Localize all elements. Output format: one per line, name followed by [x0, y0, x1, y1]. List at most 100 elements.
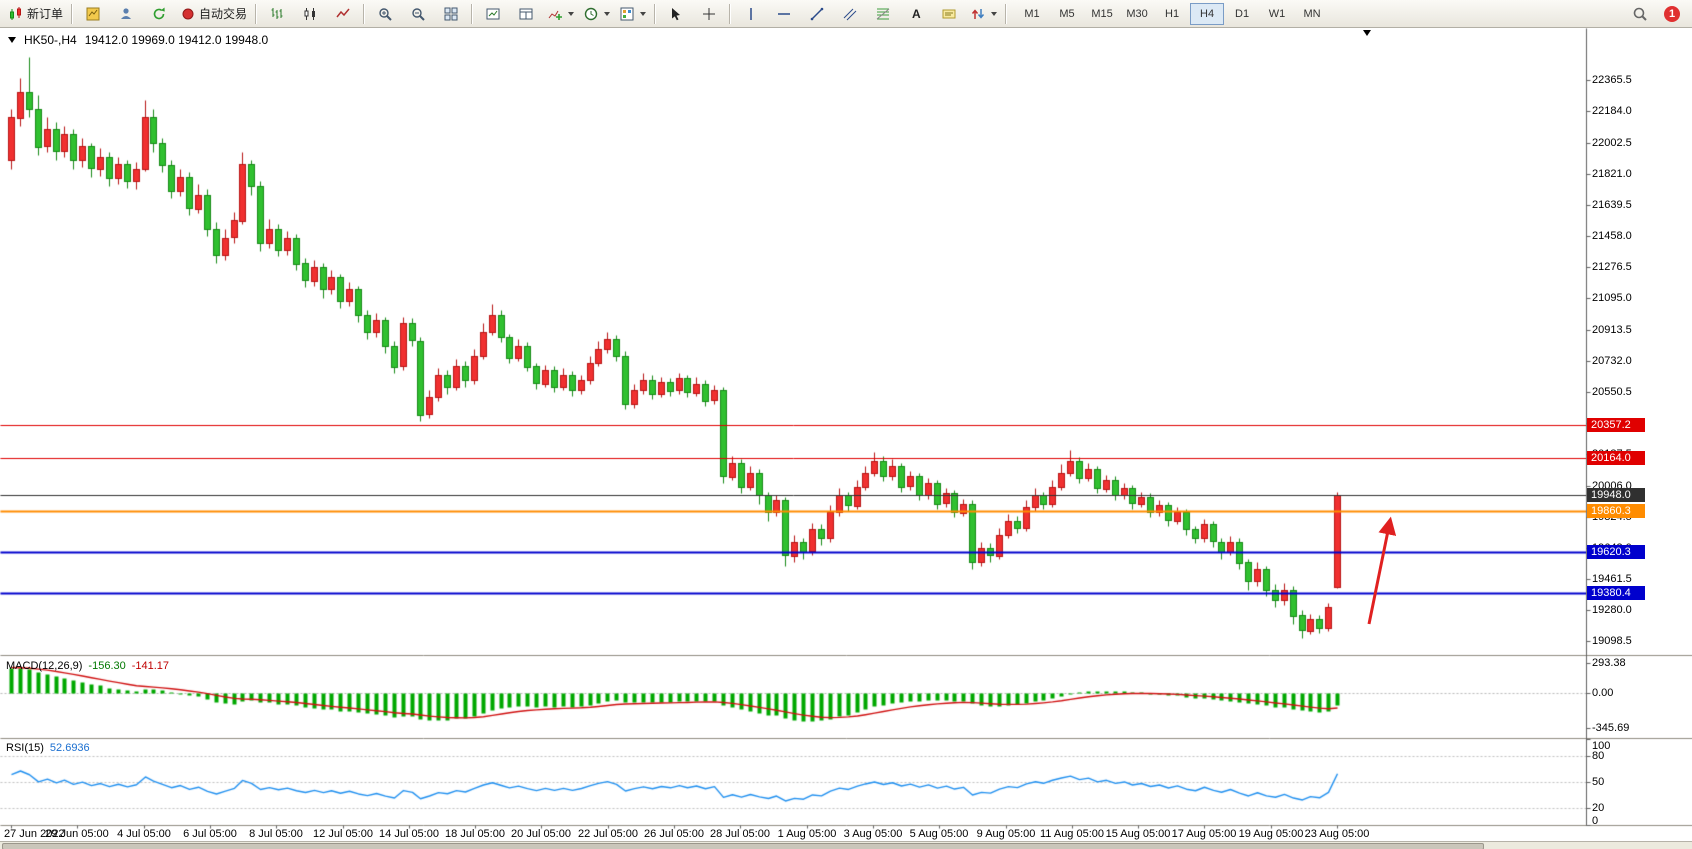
bar-chart-button[interactable] [261, 1, 293, 27]
cursor-button[interactable] [660, 1, 692, 27]
cursor-icon [668, 6, 684, 22]
indicators-icon [547, 6, 563, 22]
crosshair-button[interactable] [693, 1, 725, 27]
time-axis-label: 15 Aug 05:00 [1105, 828, 1171, 840]
price-axis-label: 21458.0 [1592, 230, 1632, 242]
svg-text:A: A [912, 7, 921, 21]
price-axis-label: 19461.5 [1592, 573, 1632, 585]
time-axis-label: 26 Jul 05:00 [644, 828, 704, 840]
price-axis-label: 21639.5 [1592, 199, 1632, 211]
candlestick-chart-icon [302, 6, 318, 22]
time-axis-label: 18 Jul 05:00 [445, 828, 505, 840]
chart-window: HK50-,H4 19412.0 19969.0 19412.0 19948.0… [0, 28, 1692, 849]
text-button[interactable]: A [900, 1, 932, 27]
zoom-out-button[interactable] [402, 1, 434, 27]
notification-badge[interactable]: 1 [1664, 5, 1680, 22]
line-chart-button[interactable] [327, 1, 359, 27]
fibonacci-button[interactable] [867, 1, 899, 27]
price-axis-label: 19280.0 [1592, 604, 1632, 616]
horizontal-line-button[interactable] [768, 1, 800, 27]
time-axis-label: 20 Jul 05:00 [511, 828, 571, 840]
autotrading-button[interactable]: 自动交易 [176, 1, 251, 27]
toolbar-separator [471, 3, 474, 24]
timeframe-button-h4[interactable]: H4 [1190, 2, 1225, 25]
autotrading-icon [180, 6, 196, 22]
label-button[interactable] [933, 1, 965, 27]
price-level-label-20164.0: 20164.0 [1587, 451, 1645, 465]
text-icon: A [908, 6, 924, 22]
expert-advisors-button[interactable] [477, 1, 509, 27]
periods-button[interactable] [579, 1, 614, 27]
fibonacci-icon [875, 6, 891, 22]
time-axis-label: 23 Aug 05:00 [1304, 828, 1370, 840]
timeframe-button-mn[interactable]: MN [1303, 7, 1321, 20]
scrollbar-thumb[interactable] [2, 843, 1484, 849]
arrows-button[interactable] [966, 1, 1001, 27]
price-axis-label: 21276.5 [1592, 261, 1632, 273]
rsi-indicator-label: RSI(15) 52.6936 [6, 742, 90, 754]
timeframe-button-d1[interactable]: D1 [1235, 7, 1250, 20]
macd-main-value: -156.30 [88, 660, 126, 672]
trendline-button[interactable] [801, 1, 833, 27]
rsi-axis-label: 80 [1592, 750, 1605, 762]
new-chart-icon [85, 6, 101, 22]
expert-advisors-icon [485, 6, 501, 22]
price-level-label-20357.2: 20357.2 [1587, 418, 1645, 432]
new-chart-button[interactable] [77, 1, 109, 27]
rsi-axis-label: 0 [1592, 815, 1599, 827]
toolbar-separator [255, 3, 258, 24]
horizontal-scrollbar[interactable] [0, 841, 1692, 849]
refresh-button[interactable] [143, 1, 175, 27]
time-axis-label: 5 Aug 05:00 [909, 828, 969, 840]
time-axis-label: 4 Jul 05:00 [117, 828, 171, 840]
new-order-icon [8, 6, 24, 22]
templates-button[interactable] [615, 1, 650, 27]
bid-price-label-19948.0: 19948.0 [1587, 488, 1645, 502]
profiles-icon [118, 6, 134, 22]
timeframe-button-m30[interactable]: M30 [1126, 7, 1148, 20]
arrows-icon [970, 6, 986, 22]
rsi-axis-label: 20 [1592, 802, 1605, 814]
timeframe-button-m1[interactable]: M1 [1024, 7, 1040, 20]
candlestick-chart-button[interactable] [294, 1, 326, 27]
symbol-dropdown-icon[interactable] [8, 37, 16, 43]
chart-shift-marker[interactable] [1363, 30, 1371, 36]
trend-arrow-annotation[interactable] [1350, 513, 1410, 633]
rsi-pane[interactable] [0, 739, 1586, 825]
profiles-button[interactable] [110, 1, 142, 27]
time-axis-label: 12 Jul 05:00 [313, 828, 373, 840]
macd-pane[interactable] [0, 657, 1586, 737]
timeframe-button-h1[interactable]: H1 [1165, 7, 1180, 20]
chart-canvas[interactable] [0, 28, 1692, 849]
new-order-button[interactable]: 新订单 [4, 1, 67, 27]
timeframe-button-w1[interactable]: W1 [1268, 7, 1286, 20]
indicators-button[interactable] [543, 1, 578, 27]
search-button[interactable] [1624, 1, 1656, 27]
chevron-down-icon [604, 11, 611, 16]
vertical-line-button[interactable] [735, 1, 767, 27]
time-axis-label: 3 Aug 05:00 [843, 828, 903, 840]
refresh-icon [151, 6, 167, 22]
rsi-axis-label: 50 [1592, 776, 1605, 788]
time-axis-label: 8 Jul 05:00 [249, 828, 303, 840]
channel-button[interactable] [834, 1, 866, 27]
time-axis-label: 17 Aug 05:00 [1171, 828, 1237, 840]
macd-name: MACD(12,26,9) [6, 660, 83, 672]
chevron-down-icon [640, 11, 647, 16]
zoom-in-button[interactable] [369, 1, 401, 27]
price-level-label-19620.3: 19620.3 [1587, 545, 1645, 559]
price-axis-label: 22002.5 [1592, 137, 1632, 149]
timeframe-button-m5[interactable]: M5 [1059, 7, 1075, 20]
crosshair-icon [701, 6, 717, 22]
trendline-icon [809, 6, 825, 22]
main-chart-pane[interactable] [0, 28, 1586, 655]
price-level-label-19380.4: 19380.4 [1587, 586, 1645, 600]
tile-windows-button[interactable] [435, 1, 467, 27]
data-window-button[interactable] [510, 1, 542, 27]
timeframe-button-m15[interactable]: M15 [1091, 7, 1113, 20]
ohlc-readout: 19412.0 19969.0 19412.0 19948.0 [84, 33, 269, 47]
time-axis-label: 1 Aug 05:00 [777, 828, 837, 840]
macd-axis-label: 293.38 [1592, 657, 1626, 669]
time-axis-label: 19 Aug 05:00 [1238, 828, 1304, 840]
time-axis-label: 6 Jul 05:00 [183, 828, 237, 840]
